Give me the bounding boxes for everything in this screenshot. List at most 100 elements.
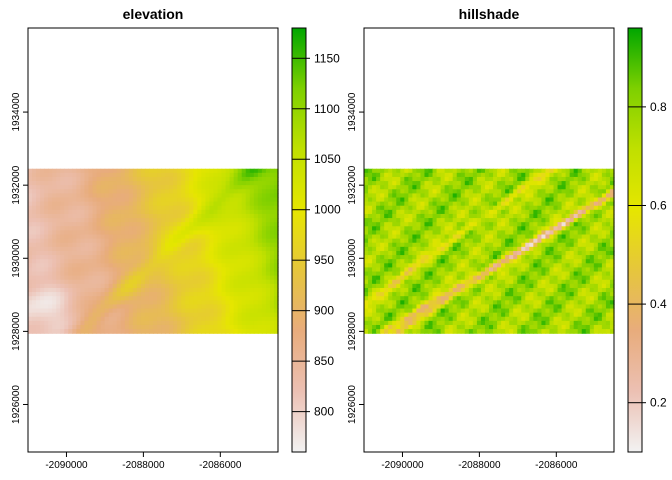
raster-cell: [404, 296, 409, 301]
raster-cell: [404, 234, 409, 240]
raster-cell: [217, 275, 223, 281]
raster-cell: [517, 255, 522, 260]
raster-cell: [436, 230, 442, 236]
raster-cell: [161, 234, 166, 240]
raster-cell: [484, 263, 490, 269]
raster-cell: [521, 296, 526, 301]
raster-cell: [80, 226, 86, 231]
raster-cell: [368, 292, 373, 297]
raster-cell: [456, 172, 462, 178]
raster-cell: [273, 316, 279, 322]
raster-cell: [509, 296, 514, 301]
raster-cell: [229, 209, 235, 215]
raster-cell: [88, 312, 94, 318]
raster-cell: [484, 246, 490, 252]
raster-cell: [177, 226, 182, 231]
raster-cell: [112, 255, 118, 260]
raster-cell: [521, 279, 526, 285]
raster-cell: [261, 242, 267, 248]
raster-cell: [525, 300, 530, 306]
raster-cell: [444, 172, 450, 178]
raster-cell: [505, 263, 510, 269]
raster-cell: [60, 213, 65, 219]
raster-cell: [472, 234, 478, 240]
raster-cell: [112, 222, 118, 227]
raster-cell: [581, 255, 587, 260]
raster-cell: [489, 324, 494, 330]
raster-cell: [32, 181, 37, 186]
raster-cell: [436, 316, 442, 322]
raster-cell: [545, 222, 551, 227]
raster-cell: [44, 283, 49, 289]
raster-cell: [273, 250, 279, 256]
raster-cell: [521, 176, 526, 182]
raster-cell: [529, 213, 534, 219]
raster-cell: [68, 292, 73, 297]
raster-cell: [472, 226, 478, 231]
raster-cell: [605, 304, 611, 310]
raster-cell: [497, 263, 502, 269]
raster-cell: [464, 222, 470, 227]
raster-cell: [28, 218, 33, 223]
raster-cell: [201, 168, 207, 174]
raster-cell: [144, 308, 150, 314]
raster-cell: [480, 185, 486, 190]
raster-cell: [197, 222, 202, 227]
raster-cell: [64, 234, 69, 240]
raster-cell: [161, 185, 166, 190]
raster-cell: [96, 316, 102, 322]
raster-cell: [209, 181, 215, 186]
raster-cell: [464, 292, 470, 297]
raster-cell: [32, 205, 37, 211]
raster-cell: [100, 230, 106, 236]
raster-cell: [489, 263, 494, 269]
raster-cell: [60, 168, 65, 174]
raster-cell: [380, 213, 385, 219]
raster-cell: [517, 213, 522, 219]
raster-cell: [221, 238, 227, 244]
raster-cell: [521, 250, 526, 256]
raster-cell: [525, 263, 530, 269]
raster-cell: [80, 267, 86, 273]
raster-cell: [72, 308, 77, 314]
raster-cell: [577, 320, 583, 326]
raster-cell: [557, 238, 563, 244]
raster-cell: [573, 255, 579, 260]
raster-cell: [452, 304, 458, 310]
raster-cell: [249, 263, 255, 269]
raster-cell: [452, 201, 458, 207]
raster-cell: [368, 287, 373, 293]
raster-cell: [136, 316, 142, 322]
raster-cell: [140, 209, 146, 215]
raster-cell: [460, 259, 466, 264]
raster-cell: [245, 185, 251, 190]
legend-tick-label: 950: [314, 253, 334, 267]
raster-cell: [173, 230, 178, 236]
raster-cell: [104, 176, 110, 182]
raster-cell: [201, 172, 207, 178]
raster-cell: [593, 238, 599, 244]
raster-cell: [88, 296, 94, 301]
raster-cell: [585, 312, 591, 318]
raster-cell: [480, 238, 486, 244]
raster-cell: [525, 230, 530, 236]
raster-cell: [257, 222, 263, 227]
raster-cell: [201, 329, 207, 334]
raster-cell: [241, 213, 247, 219]
raster-cell: [100, 176, 106, 182]
raster-cell: [56, 168, 61, 174]
raster-cell: [249, 287, 255, 293]
raster-cell: [124, 205, 130, 211]
raster-cell: [253, 308, 259, 314]
raster-cell: [161, 209, 166, 215]
raster-cell: [416, 267, 422, 273]
raster-cell: [517, 316, 522, 322]
raster-cell: [412, 255, 418, 260]
raster-cell: [589, 205, 595, 211]
raster-cell: [428, 259, 434, 264]
raster-cell: [68, 226, 73, 231]
raster-cell: [376, 259, 381, 264]
raster-cell: [233, 172, 239, 178]
raster-cell: [605, 201, 611, 207]
raster-cell: [84, 267, 90, 273]
